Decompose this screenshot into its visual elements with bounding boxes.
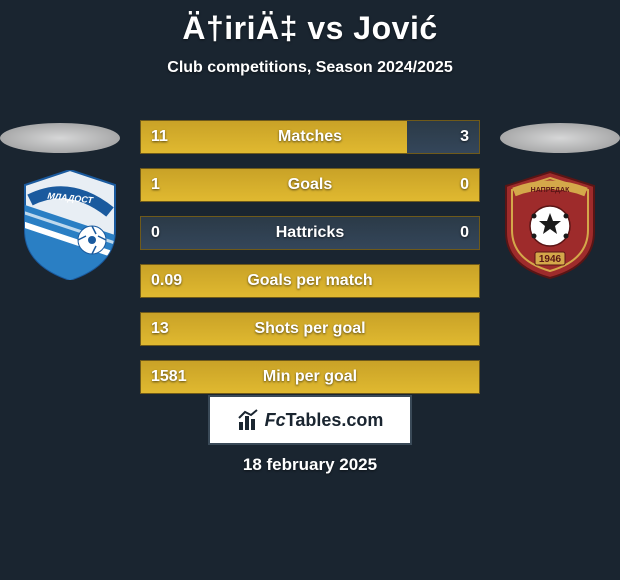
stat-row-min-per-goal: 1581 Min per goal [140,360,480,394]
footer-date: 18 february 2025 [0,455,620,475]
logo-text-fc: Fc [265,410,286,430]
bars-icon [237,408,261,432]
fctables-logo[interactable]: FcTables.com [208,395,412,445]
crest-right-year: 1946 [539,254,562,265]
player-right-crest: НАПРЕДАК 1946 [500,170,600,280]
bar-fill [141,169,479,201]
bar-fill [141,265,479,297]
page-subtitle: Club competitions, Season 2024/2025 [0,59,620,77]
stat-row-goals: 1 Goals 0 [140,168,480,202]
stat-row-hattricks: 0 Hattricks 0 [140,216,480,250]
stat-row-shots-per-goal: 13 Shots per goal [140,312,480,346]
logo-text-rest: Tables.com [286,410,384,430]
ellipse-shadow-left [0,123,120,153]
bar-fill [141,121,407,153]
bar-empty [407,121,479,153]
bar-empty [141,217,479,249]
page-title: Ä†iriÄ‡ vs Jović [0,0,620,47]
stat-row-matches: 11 Matches 3 [140,120,480,154]
crest-right-banner-text: НАПРЕДАК [531,187,570,194]
ellipse-shadow-right [500,123,620,153]
stats-bars-region: 11 Matches 3 1 Goals 0 0 Hattricks 0 0.0… [140,120,480,408]
bar-fill [141,313,479,345]
bar-fill [141,361,479,393]
player-left-crest: МЛАДОСТ [20,170,120,280]
stat-row-goals-per-match: 0.09 Goals per match [140,264,480,298]
logo-text: FcTables.com [265,410,384,431]
